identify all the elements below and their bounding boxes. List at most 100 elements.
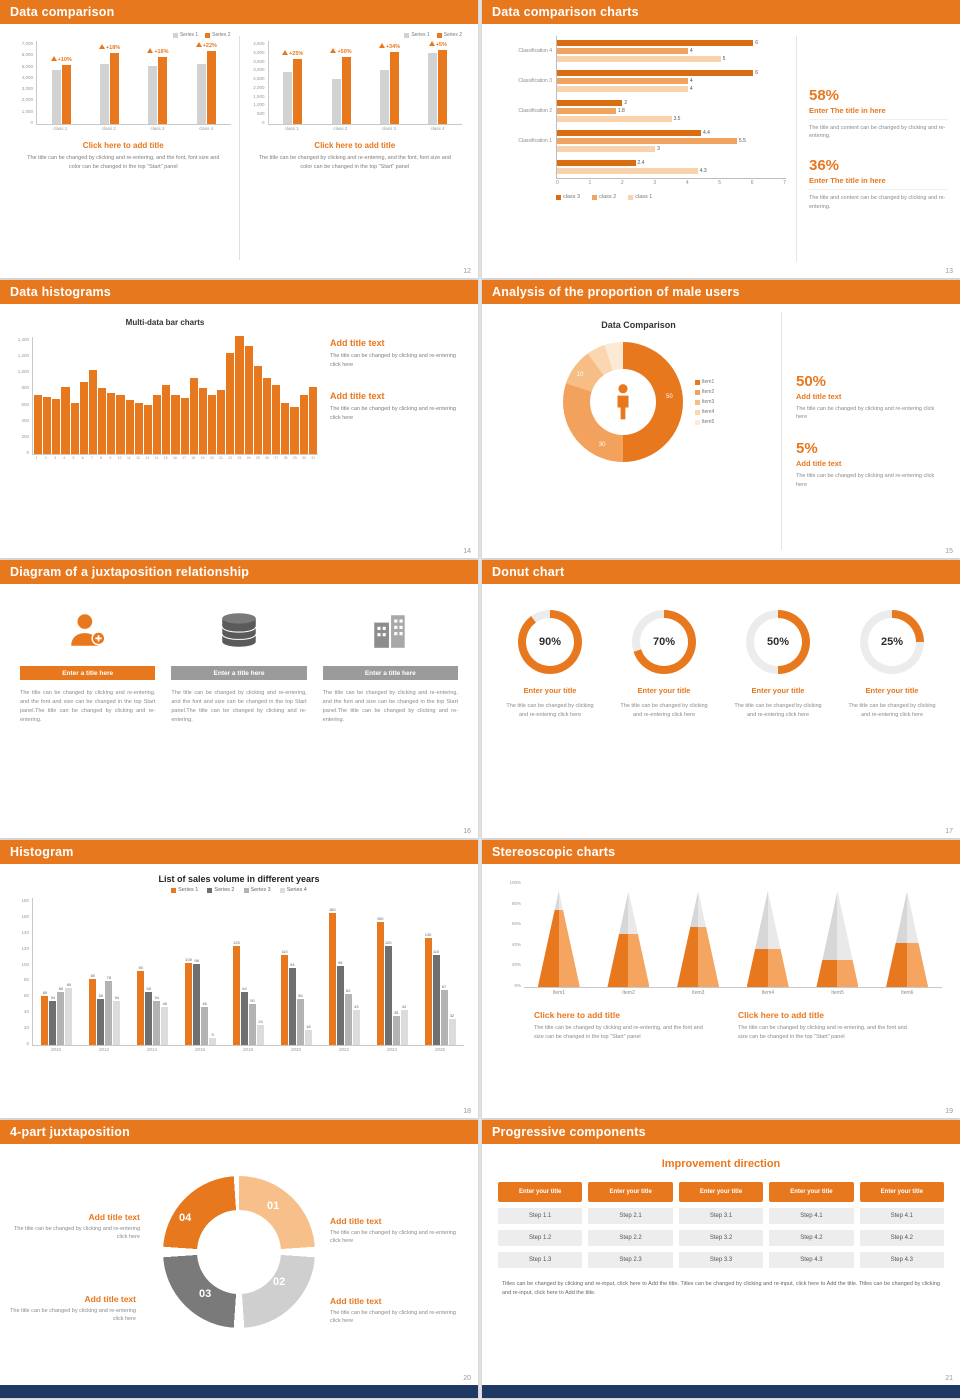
bar-wrap: 78: [105, 975, 113, 1045]
bar-value: 120: [233, 940, 240, 946]
step-item: Step 4.1: [859, 1208, 945, 1224]
slide-17[interactable]: Donut chart 90% Enter your title The title…: [482, 560, 960, 838]
bar: [262, 378, 272, 454]
legend-label: class 1: [635, 194, 653, 200]
bar: [557, 100, 623, 106]
item-text: The title can be changed by clicking and…: [322, 690, 458, 724]
slide-13[interactable]: Data comparison charts Classification 4 6…: [482, 0, 960, 278]
donut-percent: 70%: [640, 618, 688, 666]
bar: [153, 395, 162, 454]
page-number: 16: [463, 828, 471, 835]
legend-swatch: [172, 32, 178, 38]
slide-20[interactable]: 4-part juxtaposition 01 02 03 04 添加标题 添加…: [0, 1120, 478, 1398]
legend-item: Series 1: [404, 32, 430, 38]
bar: [43, 396, 52, 454]
bar: [290, 406, 299, 454]
bar-series-4: [400, 1010, 408, 1045]
title-button[interactable]: Enter your title: [769, 1182, 854, 1202]
title-button[interactable]: Enter your title: [498, 1182, 583, 1202]
bar-series-3: [105, 980, 113, 1045]
y-tick-label: 3,000: [21, 86, 33, 92]
slide-16[interactable]: Diagram of a juxtaposition relationship …: [0, 560, 478, 838]
legend-label: Series 1: [178, 887, 199, 893]
bar-value: 46: [162, 1001, 167, 1007]
hbar-line: 4.4: [557, 129, 786, 137]
slide-16-body: Enter a title here The title can be chan…: [0, 584, 478, 838]
title-button[interactable]: Enter your title: [588, 1182, 673, 1202]
bar-value: 4: [689, 86, 693, 92]
bar: [171, 395, 180, 454]
y-tick-label: 40%: [511, 941, 521, 947]
bar-value: 1.8: [617, 108, 625, 114]
stat-text: The title and content can be changed by …: [809, 118, 948, 141]
bar-wrap: 35: [392, 1010, 400, 1045]
y-tick-label: 60: [23, 993, 29, 999]
slide-19[interactable]: Stereoscopic charts 100% 80% 60% 40% 20% 0% I…: [482, 840, 960, 1118]
title-button[interactable]: Enter your title: [678, 1182, 764, 1202]
section-heading: Improvement direction: [661, 1158, 781, 1170]
y-tick-label: 180: [21, 898, 29, 903]
y-tick-label: 140: [21, 929, 29, 935]
hbar-group: Classification 4 6 4 5: [494, 36, 786, 66]
slide-15[interactable]: Analysis of the proportion of male users…: [482, 280, 960, 558]
category-label: Classification 1: [518, 138, 552, 144]
bar-series-2: [97, 998, 105, 1045]
bar-wrap: [331, 79, 341, 124]
y-axis: 100% 80% 60% 40% 20% 0%: [500, 880, 524, 988]
percent-label: +16%: [134, 48, 182, 55]
x-tick-label: 2022: [338, 1047, 349, 1052]
y-axis: 7,000 6,000 5,000 4,000 3,000 2,000 1,000 0: [16, 41, 36, 125]
bar-series-1: [137, 971, 145, 1045]
bar-value: 110: [432, 948, 440, 954]
multi-bar-chart: 1,400 1,200 1,000 800 600 400 200 0 1 2 3 4 5 6 7 8 9 10 1…: [12, 336, 318, 460]
bar-series-1: [233, 946, 240, 1045]
title-button[interactable]: Enter your title: [859, 1182, 945, 1202]
bar-group: 130 110 67 32: [416, 898, 464, 1045]
segment-value: 30: [598, 442, 606, 448]
legend-item: class 3: [556, 194, 580, 200]
stat-title: Add title text: [796, 391, 842, 401]
y-tick-label: 500: [256, 111, 265, 117]
bar-value: 2: [624, 100, 628, 106]
bar-value: 4.4: [702, 130, 710, 136]
x-tick-label: 22: [228, 456, 233, 460]
slide-12[interactable]: Data comparison Series 1 Series 2 7,000 6,…: [0, 0, 478, 278]
bar-value: 24: [258, 1019, 263, 1025]
donut-percent: 90%: [526, 618, 574, 666]
chart-legend: Series 1 Series 2 Series 3 Series 4: [14, 887, 464, 893]
x-tick-label: 2010: [50, 1047, 61, 1052]
pyramid-fill: [746, 948, 789, 987]
slide-21[interactable]: Progressive components Improvement direc…: [482, 1120, 960, 1398]
slide-18[interactable]: Histogram List of sales volume in differ…: [0, 840, 478, 1118]
bar-value: 80: [90, 973, 96, 979]
legend-label: Series 2: [214, 887, 235, 893]
bar-group: 80 56 78 54: [81, 898, 129, 1045]
pyramid-fill: [677, 927, 720, 987]
up-arrow-icon: [428, 40, 435, 46]
hbar-line: 4: [557, 85, 786, 93]
x-tick-label: 15: [163, 456, 168, 460]
bar-value: 62: [346, 988, 351, 994]
hbar-bars: 2.4 4.3: [556, 156, 786, 178]
bar-wrap: 24: [257, 1019, 264, 1045]
slide-14[interactable]: Data histograms Multi-data bar charts 1,…: [0, 280, 478, 558]
step-column: Enter your title Step 1.1 Step 1.2 Step 1.3: [498, 1182, 583, 1268]
y-tick-label: 3,500: [253, 58, 265, 64]
x-tick-label: 7: [783, 180, 786, 186]
bar-series-4: [257, 1025, 264, 1045]
bar-value: 150: [376, 915, 384, 921]
caption-block: Click here to add title The title can be…: [534, 1010, 704, 1041]
bar: [308, 386, 317, 454]
y-axis: 1,400 1,200 1,000 800 600 400 200 0: [12, 337, 32, 455]
y-tick-label: 1,000: [253, 102, 265, 108]
x-tick-label: 31: [311, 456, 316, 460]
y-tick-label: 200: [21, 433, 29, 439]
legend-item: class 2: [592, 194, 616, 200]
bar-group: 60 54 65 69: [33, 898, 81, 1045]
vertical-divider: [238, 36, 240, 260]
slide-20-title: 4-part juxtaposition: [10, 1125, 130, 1139]
bar-series-1: [331, 79, 341, 124]
hbar-line: 2: [557, 99, 786, 107]
hbar-group: Classification 2 2 1.8 3.5: [494, 96, 786, 126]
y-tick-label: 0%: [514, 982, 521, 988]
